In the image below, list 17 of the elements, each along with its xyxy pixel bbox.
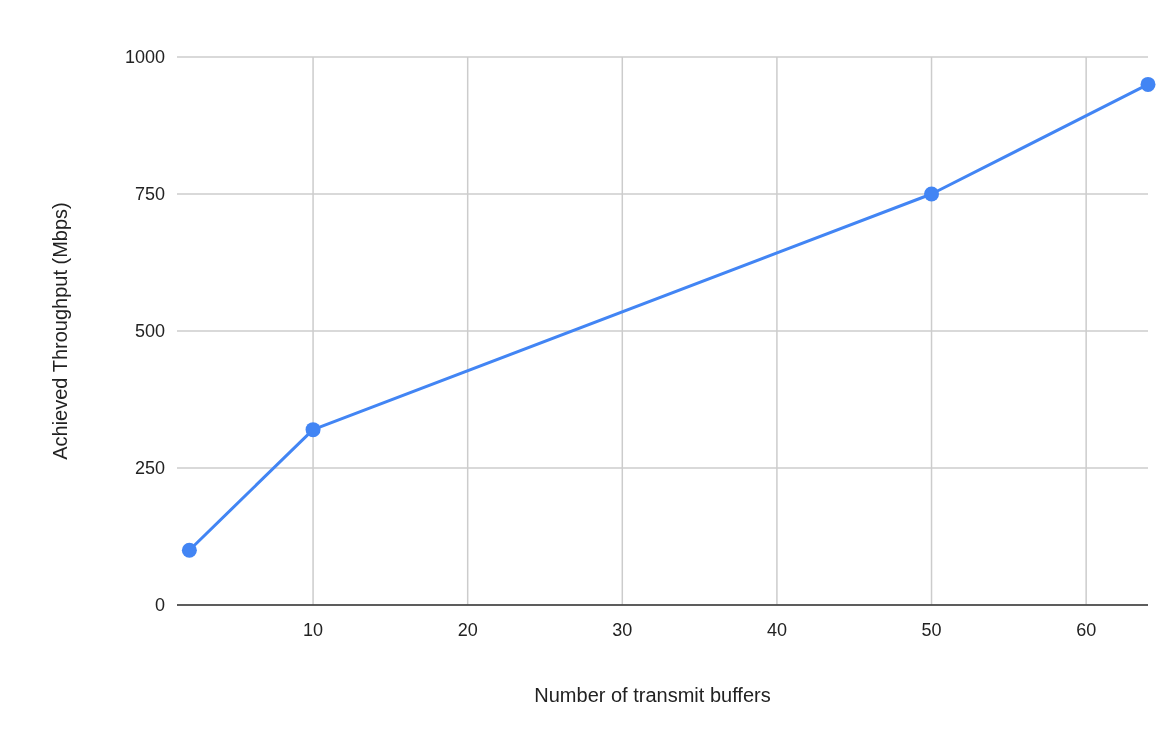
y-axis-title: Achieved Throughput (Mbps) (49, 202, 71, 460)
point (924, 186, 940, 202)
x-tick-label: 30 (612, 620, 633, 640)
x-tick-label: 50 (921, 620, 942, 640)
x-tick-label: 40 (766, 620, 787, 640)
point (1140, 76, 1156, 92)
x-tick-label: 10 (303, 620, 324, 640)
y-tick-label: 0 (154, 595, 165, 615)
x-axis-title: Number of transmit buffers (534, 684, 771, 706)
y-tick-label: 250 (134, 458, 165, 478)
x-tick-label: 20 (457, 620, 478, 640)
point (181, 542, 197, 558)
y-tick-label: 750 (134, 184, 165, 204)
y-tick-label: 1000 (124, 47, 165, 67)
y-tick-label: 500 (134, 321, 165, 341)
point (305, 422, 321, 438)
x-tick-label: 60 (1076, 620, 1097, 640)
